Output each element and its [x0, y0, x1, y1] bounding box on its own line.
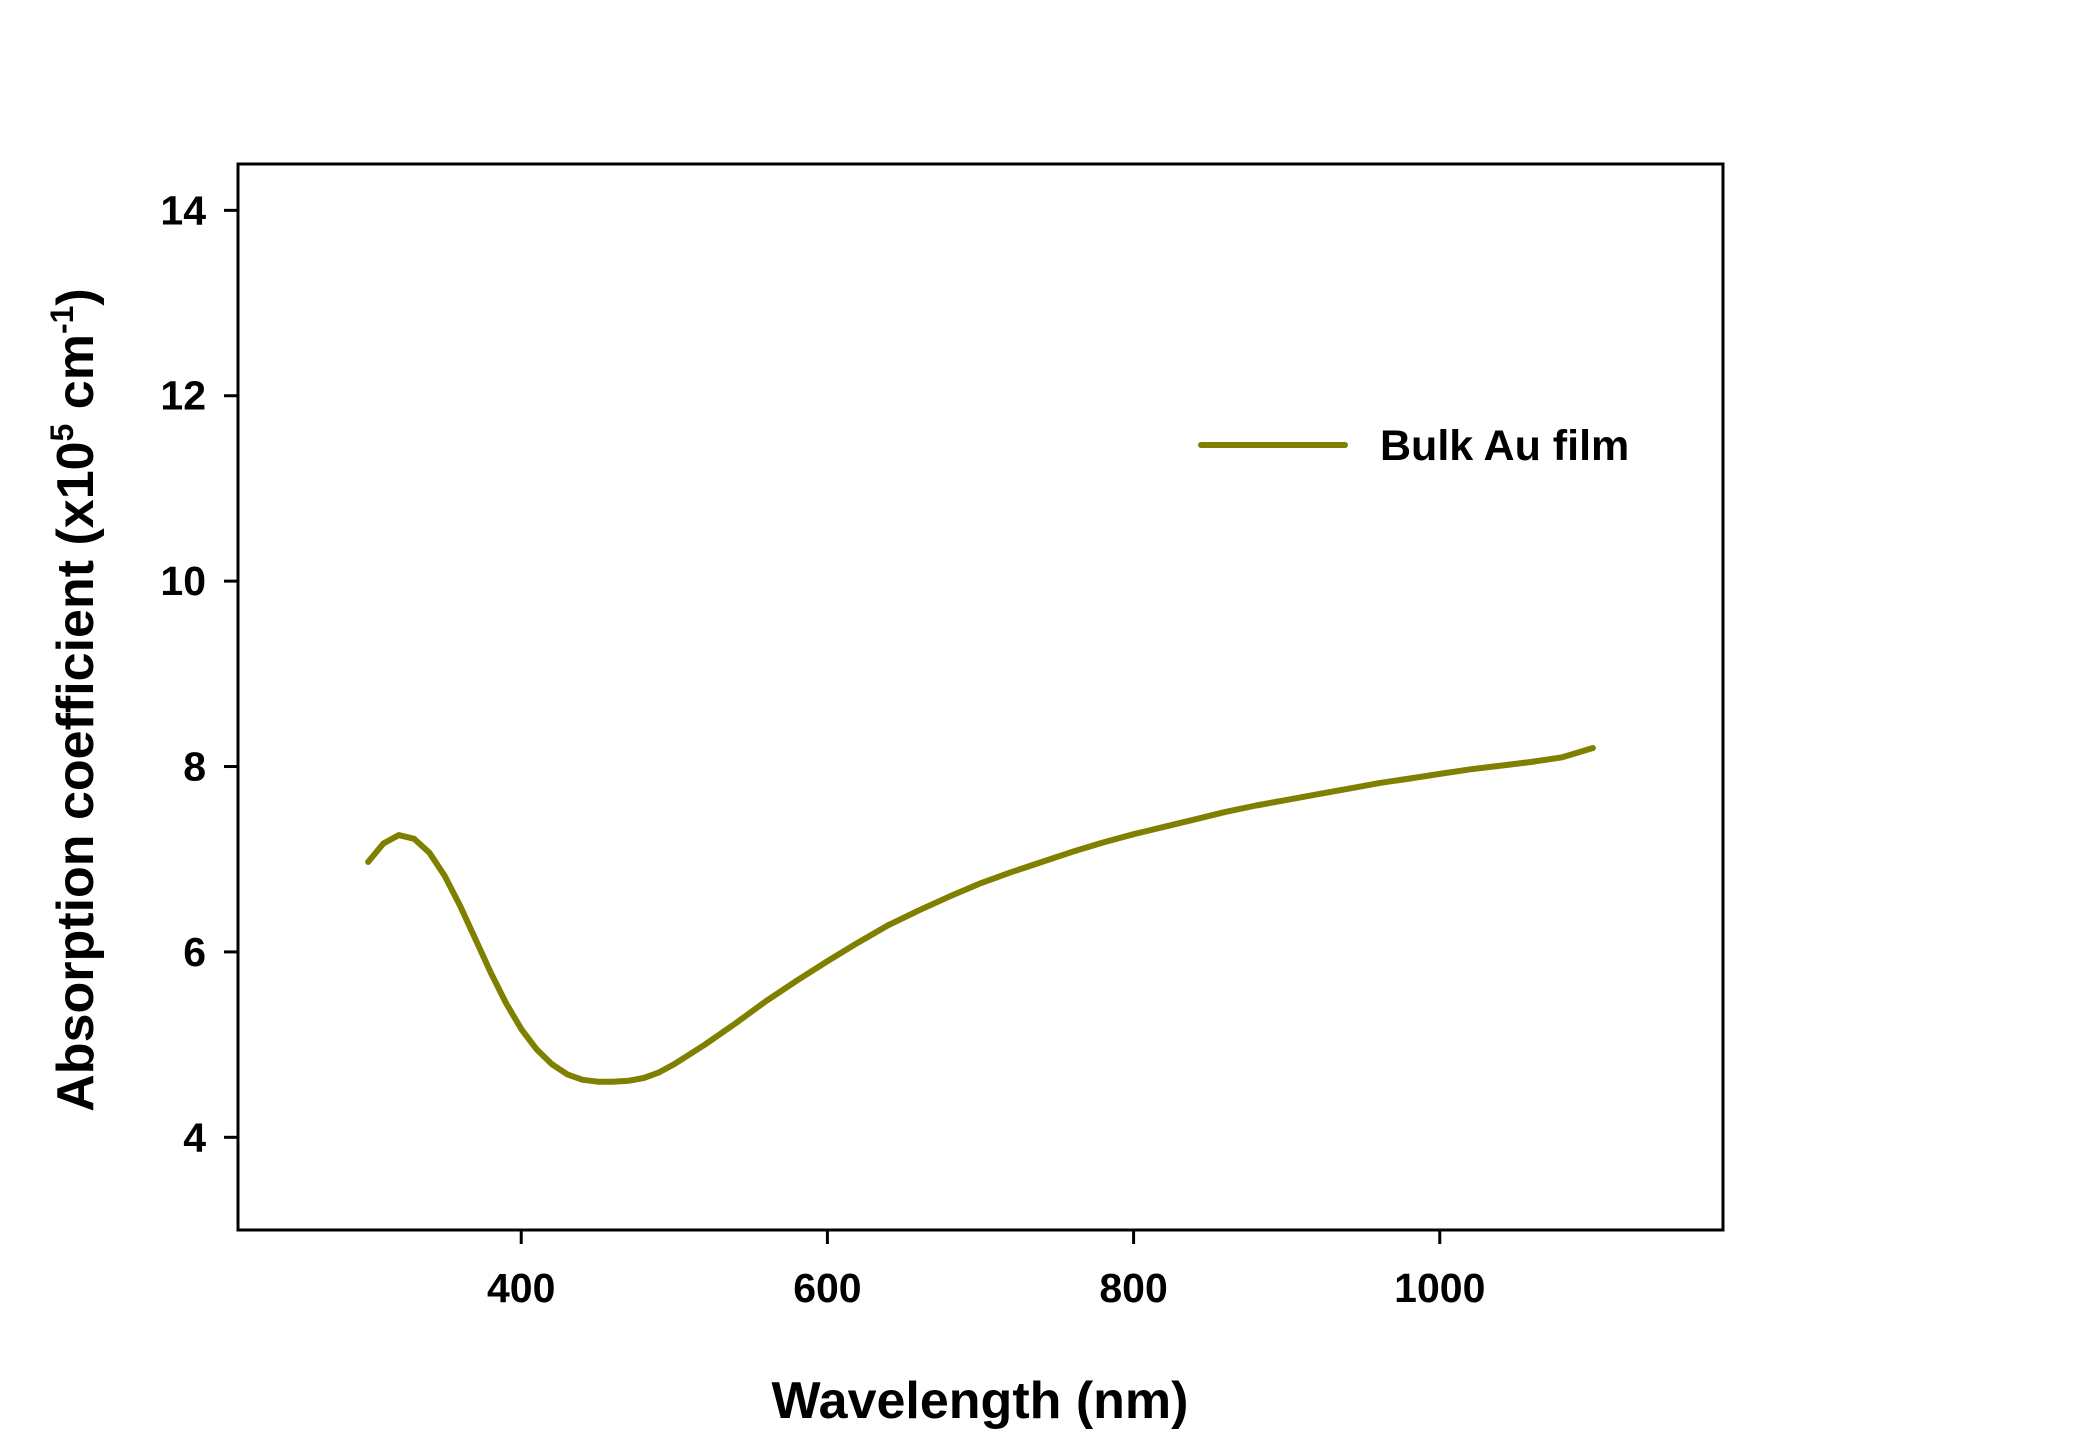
y-tick-label-14: 14	[160, 187, 206, 233]
series-line-bulk-au-film	[365, 745, 1596, 1085]
y-tick-label-8: 8	[183, 744, 206, 790]
x-tick-label-800: 800	[1099, 1265, 1167, 1311]
x-axis-ticks: 400 600 800 1000	[487, 1230, 1485, 1311]
plot-frame	[236, 162, 1725, 1232]
y-axis-title-prefix: Absorption coefficient (x10	[47, 441, 105, 1111]
y-axis-ticks: 4 6 8 10 12 14	[160, 187, 238, 1160]
y-tick-label-4: 4	[183, 1114, 206, 1160]
x-tick-label-400: 400	[487, 1265, 555, 1311]
legend-label-bulk-au-film: Bulk Au film	[1380, 422, 1629, 470]
legend: Bulk Au film	[1198, 422, 1629, 470]
y-tick-label-6: 6	[183, 929, 206, 975]
y-axis-title: Absorption coefficient (x105 cm-1)	[44, 288, 105, 1112]
y-axis-title-exponent-2: -1	[44, 306, 80, 334]
x-tick-label-1000: 1000	[1394, 1265, 1485, 1311]
y-tick-label-10: 10	[160, 558, 206, 604]
y-axis-title-exponent-1: 5	[44, 424, 80, 442]
x-axis-title: Wavelength (nm)	[772, 1372, 1189, 1430]
y-tick-label-12: 12	[160, 373, 206, 419]
y-axis-title-middle: cm	[47, 334, 105, 424]
x-tick-label-600: 600	[793, 1265, 861, 1311]
y-axis-title-suffix: )	[47, 288, 105, 305]
series-layer	[365, 745, 1596, 1085]
